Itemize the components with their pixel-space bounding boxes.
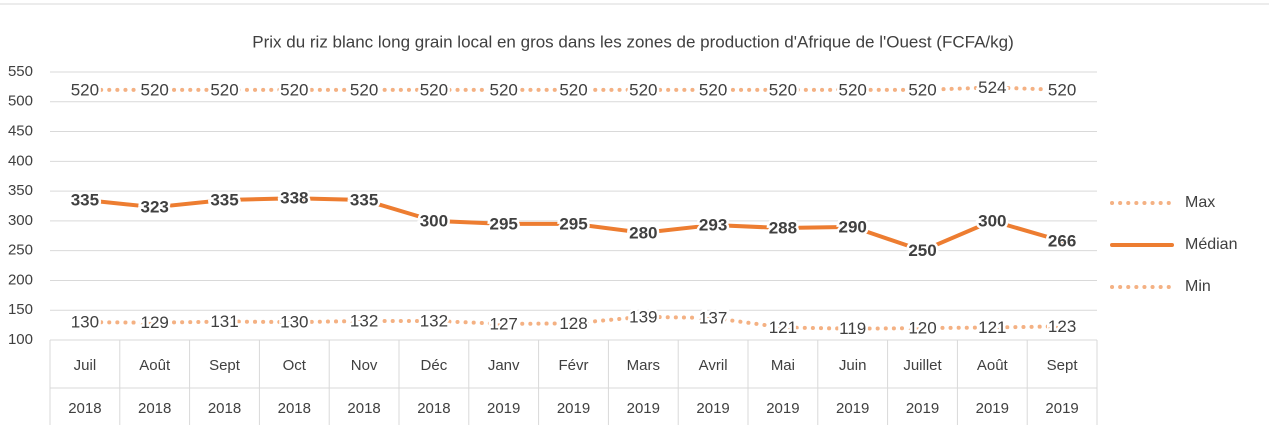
x-year-label: 2019 bbox=[766, 400, 799, 417]
data-label: 129 bbox=[141, 313, 169, 332]
data-label: 335 bbox=[71, 191, 99, 210]
data-label: 290 bbox=[839, 217, 867, 236]
data-label: 335 bbox=[210, 191, 238, 210]
y-tick-label: 350 bbox=[8, 182, 33, 199]
data-label: 520 bbox=[280, 80, 308, 99]
data-label: 293 bbox=[699, 216, 727, 235]
x-year-label: 2018 bbox=[417, 400, 450, 417]
x-year-label: 2018 bbox=[68, 400, 101, 417]
x-tick-label: Juil bbox=[74, 357, 97, 374]
x-year-label: 2019 bbox=[836, 400, 869, 417]
data-label: 520 bbox=[769, 80, 797, 99]
data-label: 266 bbox=[1048, 232, 1076, 251]
data-label: 123 bbox=[1048, 317, 1076, 336]
y-tick-label: 400 bbox=[8, 152, 33, 169]
y-tick-label: 100 bbox=[8, 331, 33, 348]
data-label: 520 bbox=[908, 80, 936, 99]
x-tick-label: Janv bbox=[488, 357, 520, 374]
y-tick-label: 500 bbox=[8, 93, 33, 110]
data-label: 338 bbox=[280, 189, 308, 208]
x-year-label: 2018 bbox=[347, 400, 380, 417]
data-label: 520 bbox=[350, 80, 378, 99]
series-line bbox=[82, 196, 1065, 253]
x-tick-label: Sept bbox=[209, 357, 241, 374]
data-label: 250 bbox=[908, 241, 936, 260]
y-tick-label: 250 bbox=[8, 242, 33, 259]
data-label: 520 bbox=[1048, 80, 1076, 99]
x-tick-label: Août bbox=[977, 357, 1009, 374]
x-tick-label: Sept bbox=[1047, 357, 1079, 374]
data-label: 288 bbox=[769, 219, 797, 238]
data-label: 121 bbox=[769, 318, 797, 337]
data-label: 520 bbox=[420, 80, 448, 99]
data-label: 127 bbox=[490, 314, 518, 333]
data-label: 295 bbox=[559, 214, 587, 233]
data-label: 524 bbox=[978, 78, 1006, 97]
x-tick-label: Févr bbox=[559, 357, 589, 374]
data-label: 295 bbox=[490, 214, 518, 233]
x-tick-label: Nov bbox=[351, 357, 378, 374]
data-label: 520 bbox=[629, 80, 657, 99]
series-line bbox=[82, 85, 1065, 92]
x-year-label: 2019 bbox=[487, 400, 520, 417]
legend-label: Médian bbox=[1185, 236, 1237, 253]
x-year-label: 2019 bbox=[976, 400, 1009, 417]
data-label: 335 bbox=[350, 191, 378, 210]
y-tick-label: 450 bbox=[8, 123, 33, 140]
data-label: 139 bbox=[629, 307, 657, 326]
x-tick-label: Juillet bbox=[903, 357, 942, 374]
x-year-label: 2019 bbox=[696, 400, 729, 417]
x-tick-label: Oct bbox=[283, 357, 307, 374]
data-label: 520 bbox=[141, 80, 169, 99]
data-label: 130 bbox=[71, 313, 99, 332]
x-year-label: 2019 bbox=[627, 400, 660, 417]
data-label: 520 bbox=[210, 80, 238, 99]
data-label: 300 bbox=[978, 211, 1006, 230]
data-label: 280 bbox=[629, 223, 657, 242]
data-label: 120 bbox=[908, 319, 936, 338]
data-label: 132 bbox=[420, 311, 448, 330]
y-tick-label: 550 bbox=[8, 63, 33, 80]
x-year-label: 2018 bbox=[278, 400, 311, 417]
data-label: 520 bbox=[699, 80, 727, 99]
x-tick-label: Avril bbox=[699, 357, 728, 374]
x-tick-label: Juin bbox=[839, 357, 867, 374]
data-label: 128 bbox=[559, 314, 587, 333]
x-tick-label: Mars bbox=[627, 357, 660, 374]
x-tick-label: Déc bbox=[421, 357, 448, 374]
data-label: 520 bbox=[71, 80, 99, 99]
data-label: 323 bbox=[141, 198, 169, 217]
legend-label: Min bbox=[1185, 278, 1211, 295]
x-year-label: 2018 bbox=[208, 400, 241, 417]
x-tick-label: Août bbox=[139, 357, 171, 374]
data-label: 119 bbox=[839, 319, 866, 338]
x-year-label: 2018 bbox=[138, 400, 171, 417]
data-label: 121 bbox=[978, 318, 1006, 337]
x-year-label: 2019 bbox=[906, 400, 939, 417]
data-label: 520 bbox=[839, 80, 867, 99]
chart-title: Prix du riz blanc long grain local en gr… bbox=[252, 32, 1014, 51]
data-label: 132 bbox=[350, 311, 378, 330]
y-tick-label: 300 bbox=[8, 212, 33, 229]
x-year-label: 2019 bbox=[557, 400, 590, 417]
x-year-label: 2019 bbox=[1045, 400, 1078, 417]
y-tick-label: 150 bbox=[8, 301, 33, 318]
data-label: 131 bbox=[210, 312, 238, 331]
data-label: 130 bbox=[280, 313, 308, 332]
data-label: 520 bbox=[559, 80, 587, 99]
y-tick-label: 200 bbox=[8, 271, 33, 288]
data-label: 520 bbox=[490, 80, 518, 99]
data-label: 300 bbox=[420, 211, 448, 230]
legend-label: Max bbox=[1185, 194, 1215, 211]
series-line bbox=[82, 314, 1065, 331]
x-tick-label: Mai bbox=[771, 357, 795, 374]
data-label: 137 bbox=[699, 308, 727, 327]
